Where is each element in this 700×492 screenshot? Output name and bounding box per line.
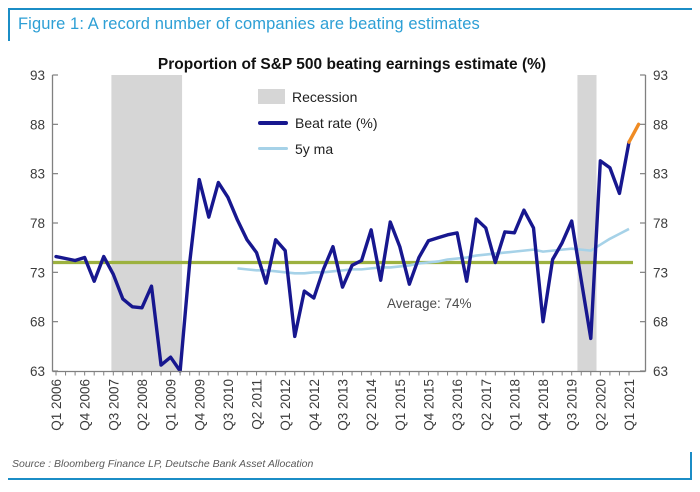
source-note: Source : Bloomberg Finance LP, Deutsche … (12, 458, 314, 470)
x-axis-label: Q1 2012 (278, 379, 293, 431)
y-axis-label: 83 (653, 167, 668, 182)
figure-bottom-border (8, 478, 692, 480)
x-axis-label: Q2 2011 (250, 379, 265, 430)
x-axis-label: Q1 2009 (164, 379, 179, 431)
y-axis-label: 63 (653, 364, 668, 379)
x-axis-label: Q2 2017 (479, 379, 494, 431)
x-axis-label: Q1 2021 (622, 379, 637, 431)
x-axis-label: Q1 2018 (507, 379, 522, 431)
figure-top-border (8, 8, 692, 10)
figure-caption: Figure 1: A record number of companies a… (18, 15, 480, 33)
average-annotation: Average: 74% (387, 296, 472, 311)
chart-legend: Recession Beat rate (%) 5y ma (258, 88, 377, 157)
figure-right-border-stub (690, 452, 692, 480)
figure-left-border-stub (8, 8, 10, 41)
recession-swatch-icon (258, 89, 285, 104)
x-axis-label: Q4 2018 (536, 379, 551, 431)
legend-label-beat-rate: Beat rate (%) (295, 114, 378, 131)
legend-label-5y-ma: 5y ma (295, 140, 334, 157)
legend-item-recession: Recession (258, 88, 377, 105)
legend-item-beat-rate: Beat rate (%) (258, 114, 377, 131)
recession-band (577, 75, 597, 372)
x-axis-label: Q3 2013 (336, 379, 351, 431)
y-axis-label: 83 (30, 167, 45, 182)
x-axis-label: Q1 2006 (49, 379, 64, 431)
y-axis-label: 68 (30, 315, 45, 330)
beat-rate-line (54, 140, 631, 373)
y-axis-label: 93 (30, 68, 45, 83)
y-axis-label: 88 (653, 117, 668, 132)
y-axis-label: 93 (653, 68, 668, 83)
x-axis-label: Q2 2014 (364, 379, 379, 431)
x-axis-label: Q2 2008 (135, 379, 150, 431)
x-axis-label: Q3 2019 (565, 379, 580, 431)
y-axis-label: 73 (30, 265, 45, 280)
legend-item-5y-ma: 5y ma (258, 140, 377, 157)
legend-label-recession: Recession (292, 88, 358, 105)
chart-title: Proportion of S&P 500 beating earnings e… (158, 56, 546, 73)
x-axis-label: Q3 2010 (221, 379, 236, 431)
five-year-ma-line (237, 227, 630, 275)
x-axis-label: Q4 2006 (78, 379, 93, 431)
y-axis-label: 73 (653, 265, 668, 280)
y-axis-label: 88 (30, 117, 45, 132)
recession-band (111, 75, 183, 372)
latest-estimate-segment (627, 122, 641, 144)
x-axis-label: Q3 2007 (106, 379, 121, 431)
y-axis-label: 68 (653, 315, 668, 330)
y-axis-label: 63 (30, 364, 45, 379)
y-axis-label: 78 (30, 216, 45, 231)
beat-rate-swatch-icon (258, 120, 288, 125)
x-axis-label: Q1 2015 (393, 379, 408, 431)
chart-area: 63 63 68 68 73 73 78 78 83 83 88 88 93 93 Q1 2006 Q4 20… (0, 50, 700, 455)
5y-ma-swatch-icon (258, 147, 288, 150)
chart-canvas: 63 63 68 68 73 73 78 78 83 83 88 88 93 93 Q1 2006 Q4 20… (30, 56, 668, 431)
x-axis-label: Q4 2009 (192, 379, 207, 431)
x-axis-label: Q3 2016 (450, 379, 465, 431)
y-axis-label: 78 (653, 216, 668, 231)
x-axis-label: Q2 2020 (593, 379, 608, 431)
x-axis-label: Q4 2015 (421, 379, 436, 431)
x-axis-label: Q4 2012 (307, 379, 322, 431)
